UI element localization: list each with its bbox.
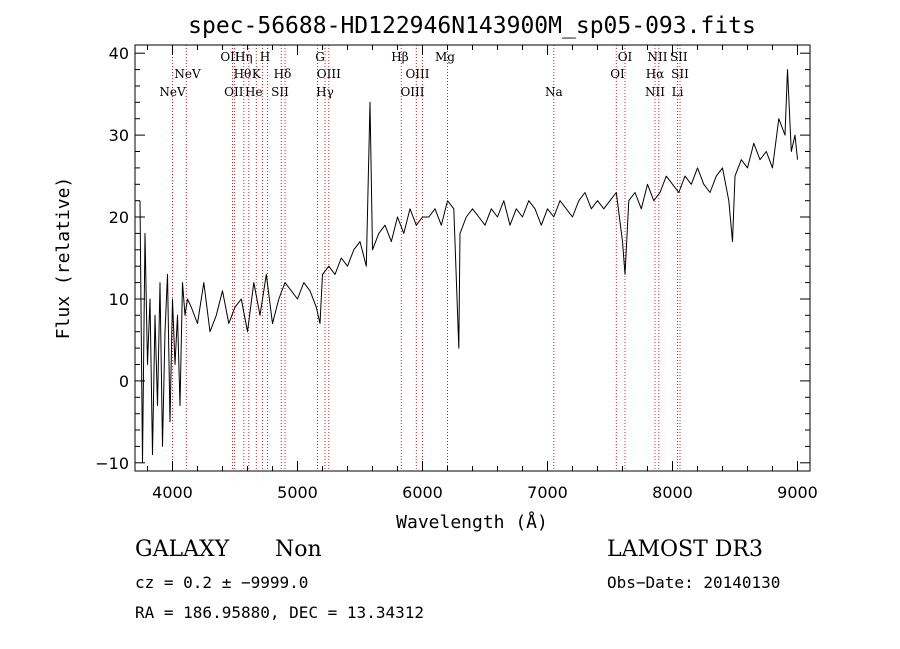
spectral-line-label-24: SII [670,50,688,64]
spectral-line-label-1: NeV [174,67,201,81]
x-tick-label-2: 6000 [402,483,443,502]
object-subclass: Non [275,537,322,562]
spectral-line-label-7: K [252,67,262,81]
y-axis-label: Flux (relative) [53,177,74,340]
coordinates-readout: RA = 186.95880, DEC = 13.34312 [135,603,424,622]
survey-name: LAMOST DR3 [607,537,763,562]
spectral-line-label-25: SII [671,67,689,81]
spectral-line-label-23: NII [645,85,665,99]
spectral-line-label-16: OIII [400,85,424,99]
spectral-marker-lines [172,45,681,471]
y-tick-label-5: 40 [109,44,129,63]
spectral-line-labels: NeVNeVOIIOIIHηHθHeKHHδSIIGOIIIHγHβOIIIOI… [159,50,689,99]
x-axis-label: Wavelength (Å) [396,511,548,533]
spectral-line-label-19: OI [618,50,633,64]
chart-title: spec-56688-HD122946N143900M_sp05-093.fit… [188,13,756,39]
spectral-line-label-4: Hη [235,50,253,64]
y-tick-label-1: 0 [119,372,129,391]
spectral-line-label-26: Li [672,85,684,99]
spectral-line-label-17: Mg [435,50,455,64]
spectral-line-label-18: Na [545,85,563,99]
x-tick-label-1: 5000 [277,483,318,502]
spectral-line-label-5: Hθ [234,67,252,81]
spectral-line-label-21: NII [648,50,668,64]
spectral-line-label-12: OIII [317,67,341,81]
spectral-line-label-10: SII [271,85,289,99]
spectral-line-label-11: G [315,50,325,64]
object-class: GALAXY [135,537,230,562]
spectral-line-label-22: Hα [646,67,665,81]
x-tick-label-5: 9000 [777,483,818,502]
plot-frame [134,44,811,472]
x-tick-label-4: 8000 [652,483,693,502]
x-tick-label-3: 7000 [527,483,568,502]
y-tick-label-3: 20 [109,208,129,227]
spectral-line-label-2: OII [220,50,240,64]
y-tick-label-2: 10 [109,290,129,309]
spectral-line-label-20: OI [610,67,625,81]
spectrum-series [139,69,798,464]
observation-date: Obs−Date: 20140130 [607,573,781,592]
y-tick-label-0: −10 [95,454,129,473]
spectral-line-label-13: Hγ [316,85,334,99]
spectral-line-label-0: NeV [159,85,186,99]
x-tick-label-0: 4000 [152,483,193,502]
y-tick-label-4: 30 [109,126,129,145]
spectral-line-label-8: H [260,50,270,64]
spectral-line-label-14: Hβ [391,50,408,64]
spectral-line-label-3: OII [224,85,244,99]
axis-ticks: 4000 5000 6000 7000 8000 9000 −10 0 10 20 30 40 [95,44,818,502]
redshift-readout: cz = 0.2 ± −9999.0 [135,573,309,592]
spectral-line-label-6: He [245,85,263,99]
spectral-line-label-9: Hδ [274,67,292,81]
spectrum-line-0 [139,69,798,464]
spectral-line-label-15: OIII [405,67,429,81]
